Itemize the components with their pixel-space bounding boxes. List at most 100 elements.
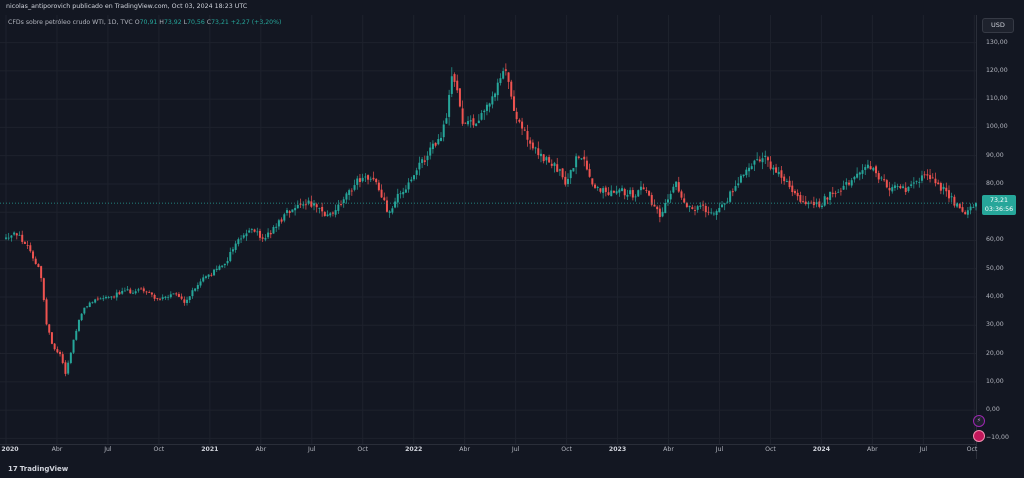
last-price-tag: 73,21 03:36:56 [982, 195, 1016, 216]
candle-body [213, 269, 216, 276]
candle-body [947, 190, 950, 199]
candle-body [286, 210, 289, 213]
candle-body [407, 182, 410, 190]
candle-body [491, 96, 494, 105]
candle-body [26, 245, 29, 246]
candle-body [956, 203, 959, 207]
candle-body [364, 176, 367, 178]
candle-body [785, 181, 788, 183]
candle-body [429, 147, 432, 156]
candle-body [229, 251, 232, 261]
candle-body [304, 204, 307, 206]
candle-body [558, 169, 561, 171]
candle-body [310, 201, 313, 207]
candle-body [140, 288, 143, 290]
candle-body [850, 180, 853, 186]
candle-body [596, 186, 599, 188]
candle-body [766, 157, 769, 161]
candle-body [23, 241, 26, 244]
candle-body [199, 281, 202, 286]
candle-body [234, 243, 237, 250]
candle-body [796, 192, 799, 197]
candle-body [883, 179, 886, 181]
candle-body [242, 235, 245, 238]
candle-body [161, 297, 164, 299]
candle-body [388, 211, 391, 213]
candle-body [718, 207, 721, 213]
candle-body [269, 232, 272, 235]
candle-body [148, 292, 151, 293]
candle-body [50, 332, 53, 344]
candle-body [340, 204, 343, 205]
candle-body [707, 211, 710, 213]
candle-body [10, 235, 13, 238]
candle-body [48, 324, 51, 333]
candle-body [375, 178, 378, 183]
candle-body [594, 184, 597, 188]
candle-body [615, 191, 618, 194]
candle-body [188, 296, 191, 300]
candle-body [467, 121, 470, 125]
candle-body [483, 110, 486, 113]
candle-body [283, 214, 286, 221]
candle-body [215, 268, 218, 270]
candle-body [893, 185, 896, 189]
candle-body [86, 306, 89, 308]
candle-body [669, 193, 672, 200]
y-tick-label: 50,00 [986, 264, 1004, 272]
candle-body [512, 96, 515, 111]
candle-body [750, 166, 753, 170]
y-tick-label: 20,00 [986, 349, 1004, 357]
candle-body [861, 170, 864, 174]
candle-body [507, 72, 510, 82]
x-tick-label: Oct [561, 446, 572, 453]
currency-selector[interactable]: USD [982, 18, 1014, 33]
candle-body [218, 266, 221, 270]
candle-body [775, 167, 778, 173]
candle-body [629, 190, 632, 195]
candle-body [258, 230, 261, 238]
candle-body [204, 276, 207, 278]
x-tick-label: Jul [104, 446, 112, 453]
y-tick-label: −10,00 [986, 434, 1009, 442]
candle-body [399, 193, 402, 195]
flag-icon[interactable] [973, 430, 985, 442]
candle-body [772, 167, 775, 170]
candle-body [21, 234, 24, 242]
candle-body [385, 200, 388, 212]
candle-body [167, 296, 170, 298]
candle-body [107, 297, 110, 299]
candle-body [829, 191, 832, 200]
candle-body [391, 208, 394, 213]
legend-change: +2,27 (+3,20%) [230, 19, 282, 26]
candle-body [639, 186, 642, 191]
candle-body [580, 158, 583, 160]
candle-body [810, 202, 813, 204]
candle-body [888, 188, 891, 191]
candle-body [834, 192, 837, 194]
candle-body [823, 196, 826, 206]
candle-body [666, 199, 669, 203]
candle-body [410, 179, 413, 182]
candle-body [726, 201, 729, 203]
y-tick-label: 60,00 [986, 236, 1004, 244]
chart-area[interactable] [0, 15, 976, 459]
legend-open-label: O [134, 19, 140, 26]
candle-body [677, 182, 680, 192]
candle-body [394, 201, 397, 208]
candle-body [345, 193, 348, 200]
candle-body [756, 159, 759, 160]
candle-body [531, 142, 534, 149]
candle-body [612, 190, 615, 193]
candle-body [656, 206, 659, 210]
y-tick-label: 30,00 [986, 321, 1004, 329]
candle-body [121, 290, 124, 294]
lightning-icon[interactable]: ⚡ [973, 415, 985, 427]
candle-body [480, 113, 483, 120]
candle-body [704, 205, 707, 213]
x-tick-label: Abr [867, 446, 878, 453]
candle-body [272, 227, 275, 234]
tradingview-brand[interactable]: 17 TradingView [8, 465, 68, 473]
candle-body [326, 214, 329, 217]
